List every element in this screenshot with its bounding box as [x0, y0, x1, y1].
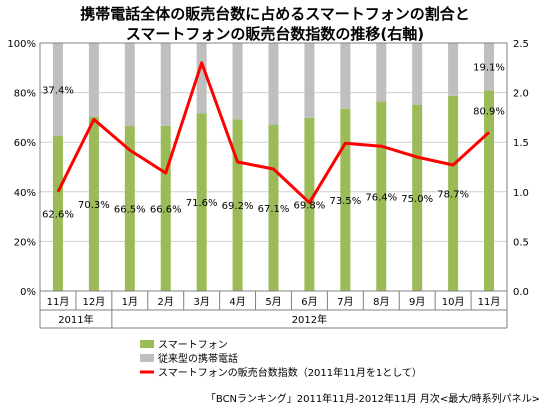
legend-label-feature-phone: 従来型の携帯電話	[158, 352, 238, 365]
bar-smartphone	[412, 105, 423, 291]
x-tick-label: 5月	[265, 296, 281, 308]
bar-feature-phone	[196, 43, 207, 114]
bar-feature-phone	[340, 43, 351, 109]
legend-swatch-feature-phone	[140, 354, 154, 362]
y-right-tick-label: 2.0	[513, 89, 529, 100]
x-tick-label: 10月	[442, 296, 465, 308]
bar-smartphone	[268, 124, 279, 291]
bar-feature-phone	[376, 43, 387, 102]
source-note: 「BCNランキング」2011年11月-2012年11月 月次<最大/時系列パネル…	[206, 392, 540, 405]
y-left-axis: 0% 20% 40% 60% 80% 100%	[7, 39, 36, 298]
data-label-feature-phone: 19.1%	[473, 63, 505, 74]
year-group-label: 2011年	[58, 313, 93, 326]
y-left-tick-label: 100%	[7, 39, 36, 50]
y-left-tick-label: 40%	[14, 188, 36, 199]
bars	[52, 43, 495, 292]
bar-smartphone	[88, 116, 99, 291]
x-axis: 11月 12月 1月 2月 3月 4月 5月 6月 7月 8月 9月 10月 11月 2011年 2012年	[39, 291, 508, 329]
data-label-feature-phone: 37.4%	[42, 85, 74, 96]
chart-title-line1: 携帯電話全体の販売台数に占めるスマートフォンの割合と	[80, 5, 470, 23]
x-tick-label: 7月	[337, 296, 353, 308]
legend-swatch-smartphone	[140, 340, 154, 348]
y-left-tick-label: 0%	[20, 287, 36, 298]
x-tick-label: 2月	[158, 296, 174, 308]
bar-smartphone	[232, 119, 243, 291]
bar-feature-phone	[124, 43, 135, 127]
data-label-smartphone: 78.7%	[437, 189, 469, 200]
y-right-tick-label: 1.5	[513, 138, 529, 149]
y-left-tick-label: 60%	[14, 138, 36, 149]
x-tick-label: 8月	[373, 296, 389, 308]
bar-labels: 62.6% 70.3% 66.5% 66.6% 71.6% 69.2% 67.1% 69.8%…	[42, 63, 505, 221]
bar-smartphone	[376, 101, 387, 291]
bar-smartphone	[196, 113, 207, 291]
bar-feature-phone	[304, 43, 315, 118]
legend-label-smartphone: スマートフォン	[158, 340, 228, 351]
data-label-smartphone: 66.6%	[150, 204, 182, 215]
bar-feature-phone	[88, 43, 99, 117]
bar-feature-phone	[268, 43, 279, 125]
x-tick-label: 1月	[122, 296, 138, 308]
data-label-smartphone: 70.3%	[78, 200, 110, 211]
bar-feature-phone	[52, 43, 63, 136]
x-tick-label: 6月	[301, 296, 317, 308]
x-tick-label: 3月	[193, 296, 209, 308]
data-label-smartphone: 62.6%	[42, 209, 74, 220]
y-right-tick-label: 1.0	[513, 188, 529, 199]
legend-label-index: スマートフォンの販売台数指数（2011年11月を1として）	[158, 366, 422, 379]
data-label-smartphone: 75.0%	[401, 194, 433, 205]
data-label-smartphone: 80.9%	[473, 106, 505, 117]
bar-smartphone	[124, 126, 135, 291]
legend: スマートフォン 従来型の携帯電話 スマートフォンの販売台数指数（2011年11月…	[140, 340, 422, 379]
x-tick-label: 12月	[83, 296, 106, 308]
data-label-smartphone: 76.4%	[365, 192, 397, 203]
index-line	[56, 61, 491, 205]
bar-smartphone	[160, 125, 171, 291]
y-right-tick-label: 2.5	[513, 39, 529, 50]
bar-smartphone	[304, 117, 315, 292]
plot-frame	[39, 42, 508, 292]
bar-feature-phone	[484, 43, 495, 91]
bar-smartphone	[448, 95, 459, 291]
data-label-smartphone: 69.8%	[294, 200, 326, 211]
y-right-tick-label: 0.0	[513, 287, 529, 298]
data-label-smartphone: 73.5%	[329, 196, 361, 207]
x-tick-label: 4月	[229, 296, 245, 308]
data-label-smartphone: 71.6%	[186, 198, 218, 209]
plot-area-border	[39, 42, 508, 292]
bar-feature-phone	[412, 43, 423, 105]
x-tick-label: 9月	[409, 296, 425, 308]
bar-feature-phone	[160, 43, 171, 126]
bar-feature-phone	[232, 43, 243, 120]
y-left-tick-label: 80%	[14, 89, 36, 100]
x-tick-label: 11月	[478, 296, 501, 308]
data-label-smartphone: 69.2%	[222, 201, 254, 212]
bar-smartphone	[484, 90, 495, 291]
y-right-axis: 0.0 0.5 1.0 1.5 2.0 2.5	[513, 39, 529, 298]
index-series-line	[56, 61, 491, 205]
data-label-smartphone: 66.5%	[114, 205, 146, 216]
chart-title-line2: スマートフォンの販売台数指数の推移(右軸)	[126, 25, 424, 43]
data-label-smartphone: 67.1%	[258, 204, 290, 215]
x-tick-label: 11月	[47, 296, 70, 308]
y-left-tick-label: 20%	[14, 237, 36, 248]
bar-feature-phone	[448, 43, 459, 96]
year-group-label: 2012年	[292, 313, 327, 326]
bar-smartphone	[340, 108, 351, 291]
bar-smartphone	[52, 135, 63, 291]
y-right-tick-label: 0.5	[513, 237, 529, 248]
